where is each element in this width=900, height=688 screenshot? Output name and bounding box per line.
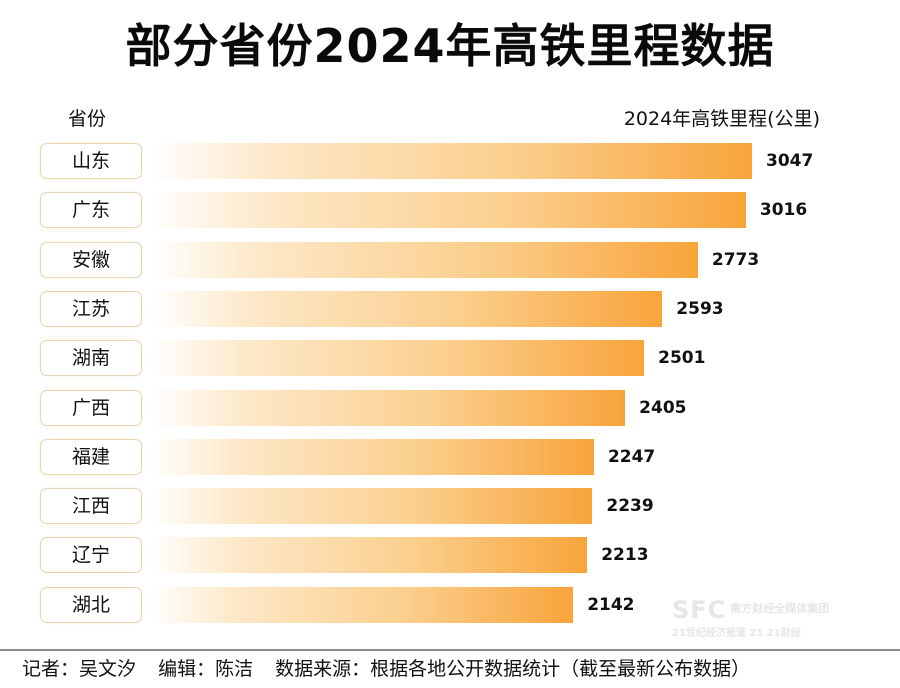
bar xyxy=(150,389,626,426)
bar-row: 江苏 2593 xyxy=(0,290,900,327)
chart-title: 部分省份2024年高铁里程数据 xyxy=(125,19,775,73)
watermark: SFC 南方财经全媒体集团 21世纪经济报道 21 21财经 xyxy=(672,596,829,639)
bar-row: 湖南 2501 xyxy=(0,340,900,377)
watermark-logo: SFC xyxy=(672,596,727,624)
category-label: 安徽 xyxy=(40,241,142,278)
data-label: 2142 xyxy=(587,594,635,615)
bar-row: 广西 2405 xyxy=(0,389,900,426)
bar-row: 湖北 2142 xyxy=(0,586,900,623)
category-label: 福建 xyxy=(40,438,142,475)
data-label: 2213 xyxy=(601,545,649,566)
data-label: 3047 xyxy=(766,151,814,171)
bar-row: 山东 3047 xyxy=(0,143,900,179)
bar xyxy=(150,143,752,179)
bar xyxy=(150,241,698,278)
footer-source: 数据来源：根据各地公开数据统计（截至最新公布数据） xyxy=(275,658,751,680)
data-label: 2405 xyxy=(639,397,687,418)
footer: 记者：吴文汐 编辑：陈洁 数据来源：根据各地公开数据统计（截至最新公布数据） xyxy=(22,654,766,681)
category-label: 江西 xyxy=(40,488,142,525)
watermark-line2: 21世纪经济报道 21 21财经 xyxy=(672,628,801,639)
category-label: 江苏 xyxy=(40,290,142,327)
x-axis-header: 2024年高铁里程(公里) xyxy=(623,108,820,130)
category-label: 湖南 xyxy=(40,340,142,377)
bar xyxy=(150,438,594,475)
footer-reporter: 记者：吴文汐 xyxy=(22,658,137,680)
data-label: 2593 xyxy=(676,298,724,319)
bar xyxy=(150,290,663,327)
y-axis-header: 省份 xyxy=(68,108,107,130)
bar-row: 广东 3016 xyxy=(0,192,900,229)
bar-row: 福建 2247 xyxy=(0,438,900,475)
bar xyxy=(150,192,746,229)
category-label: 广西 xyxy=(40,389,142,426)
category-label: 山东 xyxy=(40,143,142,179)
category-label: 广东 xyxy=(40,192,142,229)
watermark-org: 南方财经全媒体集团 xyxy=(730,602,830,615)
data-label: 2247 xyxy=(607,446,656,467)
bar-row: 安徽 2773 xyxy=(0,241,900,278)
bar-row: 江西 2239 xyxy=(0,488,900,525)
bar xyxy=(150,340,645,377)
category-label: 辽宁 xyxy=(40,537,142,574)
bar xyxy=(150,537,588,574)
bar-row: 辽宁 2213 xyxy=(0,537,900,574)
data-label: 3016 xyxy=(759,200,808,221)
data-label: 2773 xyxy=(711,249,760,270)
bar xyxy=(150,488,593,525)
category-label: 湖北 xyxy=(40,586,142,623)
data-label: 2501 xyxy=(658,348,706,369)
data-label: 2239 xyxy=(606,496,654,517)
bar xyxy=(150,586,574,623)
footer-divider xyxy=(0,649,900,651)
footer-editor: 编辑：陈洁 xyxy=(158,658,254,680)
